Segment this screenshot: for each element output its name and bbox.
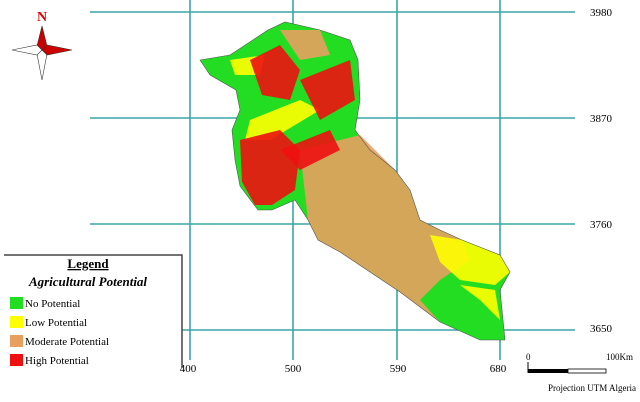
legend-swatch	[10, 335, 23, 347]
zone	[245, 100, 320, 140]
legend-label: Moderate Potential	[25, 336, 109, 348]
legend-title: Legend	[67, 256, 109, 271]
legend-label: High Potential	[25, 355, 89, 367]
north-label: N	[37, 10, 47, 25]
north-arrow: N	[11, 10, 73, 81]
zone	[430, 235, 510, 285]
zone	[300, 60, 355, 120]
grid-label: 3870	[590, 113, 613, 125]
scale-segment	[528, 369, 568, 373]
zone	[280, 30, 330, 60]
scale-segment	[567, 368, 607, 374]
legend-swatch	[10, 316, 23, 328]
legend: Legend Agricultural Potential No Potenti…	[4, 254, 183, 368]
zone	[250, 45, 300, 100]
legend-swatch	[10, 297, 23, 309]
scale-bar: 0 100Km	[526, 352, 633, 374]
legend-label: Low Potential	[25, 317, 87, 329]
grid-label: 3980	[590, 7, 613, 19]
grid-label: 590	[390, 363, 407, 375]
zone	[440, 300, 500, 338]
boundary	[199, 21, 511, 341]
study-area	[199, 21, 511, 341]
scale-end: 100Km	[606, 352, 633, 362]
arrow-south	[36, 49, 48, 81]
scale-start: 0	[526, 352, 531, 362]
grid-label: 400	[180, 363, 197, 375]
legend-box	[4, 255, 182, 368]
projection-note: Projection UTM Algeria	[548, 383, 636, 393]
zone	[460, 285, 500, 320]
legend-subtitle: Agricultural Potential	[28, 274, 147, 289]
legend-border	[4, 254, 183, 368]
grid-label: 680	[490, 363, 507, 375]
grid-label: 3760	[590, 219, 613, 231]
grid-label: 3650	[590, 323, 613, 335]
legend-label: No Potential	[25, 298, 80, 310]
legend-swatch	[10, 354, 23, 366]
zone	[280, 130, 340, 170]
grid-label: 500	[285, 363, 302, 375]
arrow-east	[41, 44, 73, 56]
zone	[300, 135, 470, 322]
arrow-west	[11, 44, 43, 56]
